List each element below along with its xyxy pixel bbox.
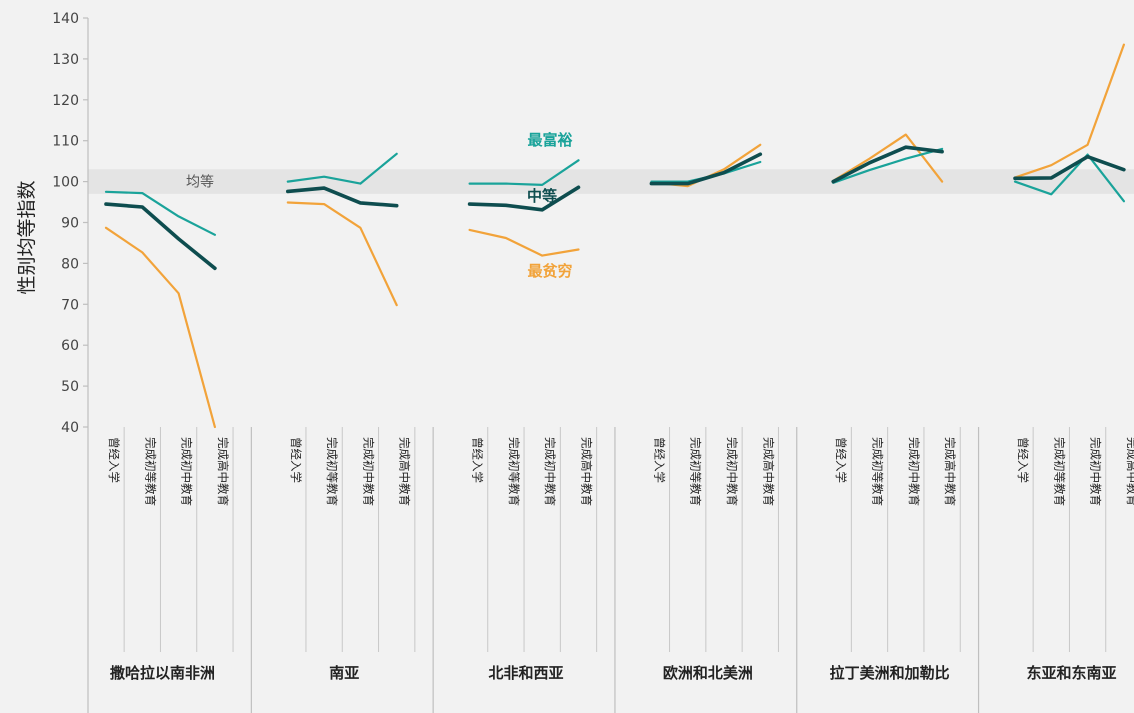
category-label: 曾经入学 — [107, 437, 121, 483]
series-line-richest — [104, 190, 216, 236]
category-label: 完成高中教育 — [216, 437, 230, 506]
y-tick-label: 50 — [61, 379, 79, 395]
series-line-middle — [649, 152, 763, 186]
y-tick-label: 100 — [52, 175, 79, 191]
y-axis-title: 性别均等指数 — [16, 180, 38, 294]
series-lines — [104, 43, 1126, 429]
category-label: 完成初中教育 — [907, 437, 921, 506]
category-label: 完成初等教育 — [507, 437, 521, 506]
region-label: 拉丁美洲和加勒比 — [830, 664, 950, 682]
y-tick-label: 40 — [61, 420, 79, 436]
category-label: 完成初中教育 — [1089, 437, 1103, 506]
series-line-middle — [467, 185, 581, 212]
category-label: 完成初中教育 — [361, 437, 375, 506]
series-line-poorest — [1013, 43, 1126, 179]
parity-band — [88, 169, 1134, 194]
category-label: 曾经入学 — [834, 437, 848, 483]
parity-band-label: 均等 — [186, 174, 214, 191]
category-label: 完成初中教育 — [725, 437, 739, 506]
series-line-middle — [104, 202, 217, 271]
y-tick-label: 60 — [61, 338, 79, 354]
y-tick-label: 130 — [52, 52, 79, 68]
category-label: 完成初等教育 — [689, 437, 703, 506]
category-label: 完成高中教育 — [1125, 437, 1134, 506]
category-label: 完成初中教育 — [543, 437, 557, 506]
y-tick-label: 110 — [52, 134, 79, 150]
series-line-richest — [286, 152, 398, 185]
category-label: 曾经入学 — [289, 437, 303, 483]
parity-band-layer — [88, 169, 1134, 194]
category-label: 完成初等教育 — [143, 437, 157, 506]
region-label: 北非和西亚 — [489, 664, 564, 682]
category-label: 完成初等教育 — [1052, 437, 1066, 506]
category-label: 完成初等教育 — [325, 437, 339, 506]
category-label: 完成高中教育 — [761, 437, 775, 506]
category-label: 完成高中教育 — [580, 437, 594, 506]
series-line-richest — [1013, 153, 1126, 203]
category-label: 曾经入学 — [1016, 437, 1030, 483]
category-label: 曾经入学 — [652, 437, 666, 483]
y-tick-label: 90 — [61, 216, 79, 232]
series-label-richest: 最富裕 — [527, 131, 572, 149]
y-axis: 40 50 60 70 80 90 100 110 120 130 140 性别均等指数 — [16, 11, 89, 713]
region-label: 南亚 — [329, 664, 359, 682]
series-line-middle — [1013, 154, 1126, 181]
y-tick-label: 70 — [61, 297, 79, 313]
separator-lines — [123, 427, 1107, 713]
series-label-middle: 中等 — [527, 187, 557, 205]
region-label: 东亚和东南亚 — [1026, 664, 1116, 682]
category-label: 完成初等教育 — [871, 437, 885, 506]
category-label: 曾经入学 — [471, 437, 485, 483]
series-line-poorest — [104, 226, 216, 429]
series-line-richest — [468, 159, 580, 186]
region-label: 欧洲和北美洲 — [663, 664, 753, 682]
category-label: 完成高中教育 — [398, 437, 412, 506]
series-line-poorest — [832, 133, 944, 183]
series-line-middle — [285, 186, 399, 208]
category-label: 完成高中教育 — [943, 437, 957, 506]
series-line-middle — [831, 145, 944, 184]
y-tick-label: 80 — [61, 256, 79, 272]
series-label-poorest: 最贫穷 — [527, 262, 572, 280]
series-line-richest — [832, 147, 944, 184]
series-line-poorest — [286, 201, 398, 307]
region-label: 撒哈拉以南非洲 — [110, 664, 215, 682]
y-tick-label: 140 — [52, 11, 79, 27]
category-label: 完成初中教育 — [180, 437, 194, 506]
series-line-poorest — [468, 228, 580, 257]
y-tick-label: 120 — [52, 93, 79, 109]
